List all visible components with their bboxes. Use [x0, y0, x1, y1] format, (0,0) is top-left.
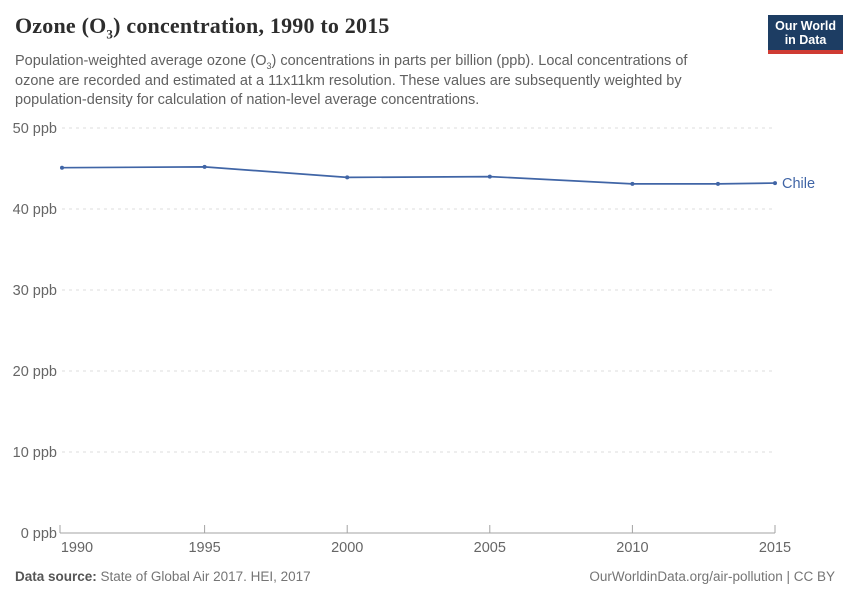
- title-subscript: 3: [106, 26, 114, 42]
- x-tick-label: 1995: [188, 540, 220, 556]
- line-chart: 0 ppb 10 ppb 20 ppb 30 ppb 40 ppb 50 ppb 1990 1…: [13, 121, 815, 556]
- data-point: [773, 181, 777, 186]
- owid-logo[interactable]: Our World in Data: [768, 15, 843, 54]
- x-tick-label: 2005: [474, 540, 506, 556]
- subtitle-text: Population-weighted average ozone (O: [15, 53, 267, 69]
- data-point: [487, 174, 492, 179]
- subtitle-subscript: 3: [266, 60, 272, 71]
- data-source: Data source: State of Global Air 2017. H…: [15, 568, 311, 585]
- series-label: Chile: [782, 176, 815, 192]
- owid-logo-line1: Our World: [775, 19, 836, 33]
- credit-link[interactable]: OurWorldinData.org/air-pollution | CC BY: [589, 569, 835, 584]
- title-text: Ozone (O: [15, 13, 107, 38]
- title-text-end: ) concentration, 1990 to 2015: [113, 13, 390, 38]
- series-line: [61, 166, 776, 185]
- data-point: [202, 164, 207, 169]
- data-point: [715, 181, 720, 186]
- y-tick-label: 0 ppb: [21, 526, 57, 542]
- y-tick-label: 30 ppb: [13, 283, 57, 299]
- y-tick-label: 10 ppb: [13, 445, 57, 461]
- chart-subtitle: Population-weighted average ozone (O3) c…: [15, 52, 717, 111]
- data-point: [345, 175, 350, 180]
- data-point: [630, 181, 635, 186]
- data-source-label: Data source:: [15, 569, 97, 584]
- y-tick-label: 50 ppb: [13, 121, 57, 137]
- x-tick-label: 2015: [759, 540, 791, 556]
- subtitle-text-end: ) concentrations in parts per billion (p…: [15, 53, 688, 108]
- y-tick-label: 40 ppb: [13, 202, 57, 218]
- x-tick-label: 1990: [61, 540, 93, 556]
- x-tick-label: 2000: [331, 540, 363, 556]
- y-tick-label: 20 ppb: [13, 364, 57, 380]
- chart-footer: Data source: State of Global Air 2017. H…: [15, 568, 835, 585]
- chart-title: Ozone (O3) concentration, 1990 to 2015: [15, 13, 390, 42]
- owid-logo-line2: in Data: [784, 33, 827, 47]
- x-tick-label: 2010: [616, 540, 648, 556]
- data-point: [60, 165, 64, 170]
- data-source-text: State of Global Air 2017. HEI, 2017: [96, 569, 311, 584]
